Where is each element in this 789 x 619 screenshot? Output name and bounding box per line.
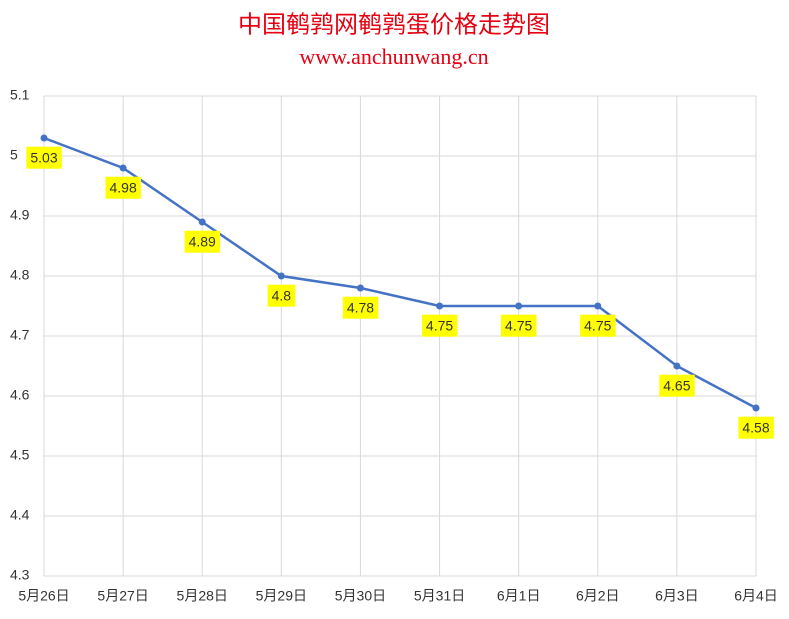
chart-title: 中国鹌鹑网鹌鹑蛋价格走势图 — [238, 11, 550, 39]
data-label-bg — [26, 146, 62, 169]
data-label: 4.75 — [426, 318, 453, 334]
data-label: 4.89 — [189, 234, 216, 250]
y-tick-label: 5 — [10, 147, 18, 163]
point — [436, 302, 444, 310]
point — [119, 164, 127, 172]
data-label-bg — [421, 314, 458, 337]
chart-subtitle: www.anchunwang.cn — [299, 44, 488, 69]
data-label-bg — [267, 284, 296, 307]
x-tick-label: 6月4日 — [734, 588, 778, 604]
data-label-bg — [659, 374, 695, 397]
y-tick-label: 4.5 — [10, 447, 30, 463]
data-label: 4.98 — [109, 180, 136, 196]
data-label-bg — [580, 314, 616, 337]
x-tick-label: 5月29日 — [256, 588, 307, 604]
line-series — [43, 136, 757, 410]
data-label-bg — [105, 176, 141, 199]
point — [594, 302, 602, 310]
y-tick-label: 4.7 — [10, 327, 30, 343]
y-tick-label: 4.9 — [10, 207, 30, 223]
y-tick-label: 5.1 — [10, 87, 30, 103]
y-tick-label: 4.8 — [10, 267, 30, 283]
x-tick-label: 5月27日 — [97, 588, 148, 604]
x-tick-label: 6月1日 — [497, 588, 541, 604]
x-tick-label: 5月26日 — [18, 588, 69, 604]
point — [515, 302, 523, 310]
x-tick-label: 5月28日 — [177, 588, 228, 604]
point — [356, 284, 364, 292]
point — [198, 218, 206, 226]
data-label: 4.78 — [347, 300, 374, 316]
data-label-bg — [184, 230, 221, 253]
data-label: 5.03 — [30, 150, 57, 166]
y-tick-label: 4.4 — [10, 507, 30, 523]
data-label-bg — [501, 314, 537, 337]
y-tick-label: 4.3 — [10, 567, 30, 583]
point — [277, 272, 285, 280]
data-label-bg — [738, 416, 774, 439]
data-label-bg — [342, 296, 379, 319]
x-tick-label: 5月30日 — [335, 588, 386, 604]
data-label: 4.8 — [272, 288, 292, 304]
data-label: 4.65 — [663, 378, 690, 394]
data-label: 4.75 — [584, 318, 611, 334]
x-tick-label: 6月2日 — [576, 588, 620, 604]
x-tick-label: 5月31日 — [414, 588, 465, 604]
point — [673, 362, 681, 370]
x-tick-label: 6月3日 — [655, 588, 699, 604]
y-tick-label: 4.6 — [10, 387, 30, 403]
point — [752, 404, 760, 412]
point — [40, 134, 48, 142]
data-label: 4.75 — [505, 318, 532, 334]
data-label: 4.58 — [742, 420, 769, 436]
